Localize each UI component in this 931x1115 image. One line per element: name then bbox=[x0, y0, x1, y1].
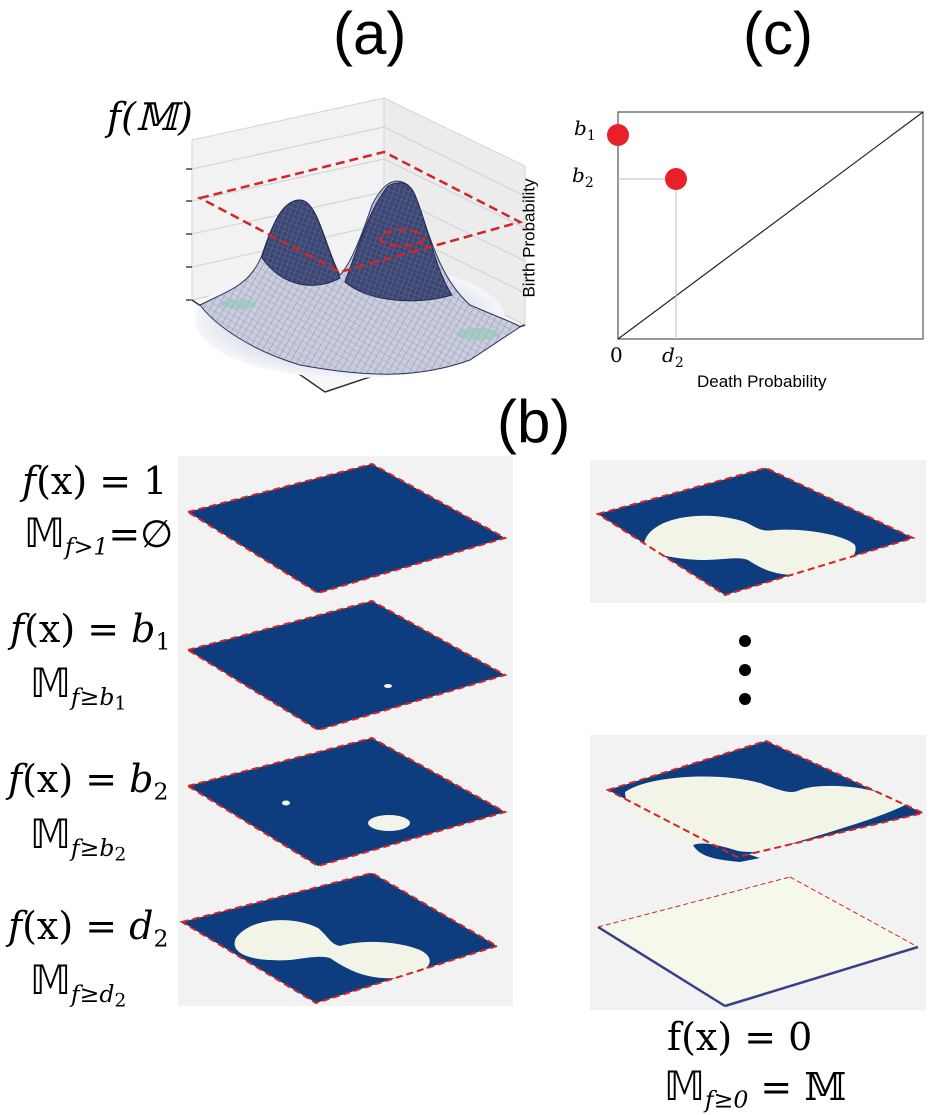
level-b2-equation: f(x) = b2 bbox=[8, 757, 169, 806]
plane-level-1 bbox=[185, 462, 508, 595]
level-1-set: 𝕄f>1=∅ bbox=[24, 511, 174, 561]
ellipsis-dots bbox=[739, 635, 751, 705]
filtration-left-column bbox=[178, 456, 513, 1006]
level-d2-set: 𝕄f≥d2 bbox=[30, 958, 127, 1012]
plane-level-low bbox=[605, 739, 927, 862]
diagonal-line bbox=[617, 111, 924, 340]
point-b2 bbox=[665, 168, 687, 190]
plane-level-0 bbox=[597, 876, 919, 1008]
plane-level-d2 bbox=[179, 871, 500, 1005]
level-0-set: 𝕄f≥0 = 𝕄 bbox=[664, 1064, 847, 1114]
x-axis-title: Death Probability bbox=[697, 372, 827, 391]
panel-label-a: (a) bbox=[333, 0, 407, 67]
tick-b1: b1 bbox=[574, 116, 596, 144]
panel-label-b: (b) bbox=[497, 388, 571, 455]
plane-level-b2 bbox=[185, 736, 508, 868]
level-d2-equation: f(x) = d2 bbox=[8, 904, 169, 953]
tick-b2: b2 bbox=[572, 163, 594, 191]
threshold-plane bbox=[196, 150, 524, 274]
probability-surface bbox=[195, 180, 521, 378]
level-1-equation: f(x) = 1 bbox=[22, 459, 168, 503]
panel-label-c: (c) bbox=[743, 0, 813, 67]
level-b1-set: 𝕄f≥b1 bbox=[30, 661, 127, 715]
tick-0: 0 bbox=[610, 343, 623, 367]
point-b1 bbox=[607, 124, 629, 146]
level-b1-equation: f(x) = b1 bbox=[10, 607, 171, 656]
persistence-diagram bbox=[607, 111, 924, 340]
surface-z-label: f(𝕄) bbox=[107, 95, 193, 139]
plane-level-mid bbox=[595, 466, 916, 597]
filtration-right-column bbox=[590, 460, 927, 1010]
tick-d2: d2 bbox=[662, 343, 684, 371]
y-axis-title: Birth Probability bbox=[519, 178, 539, 298]
level-0-equation: f(x) = 0 bbox=[667, 1015, 813, 1059]
level-b2-set: 𝕄f≥b2 bbox=[30, 812, 127, 866]
plane-level-b1 bbox=[185, 599, 508, 732]
